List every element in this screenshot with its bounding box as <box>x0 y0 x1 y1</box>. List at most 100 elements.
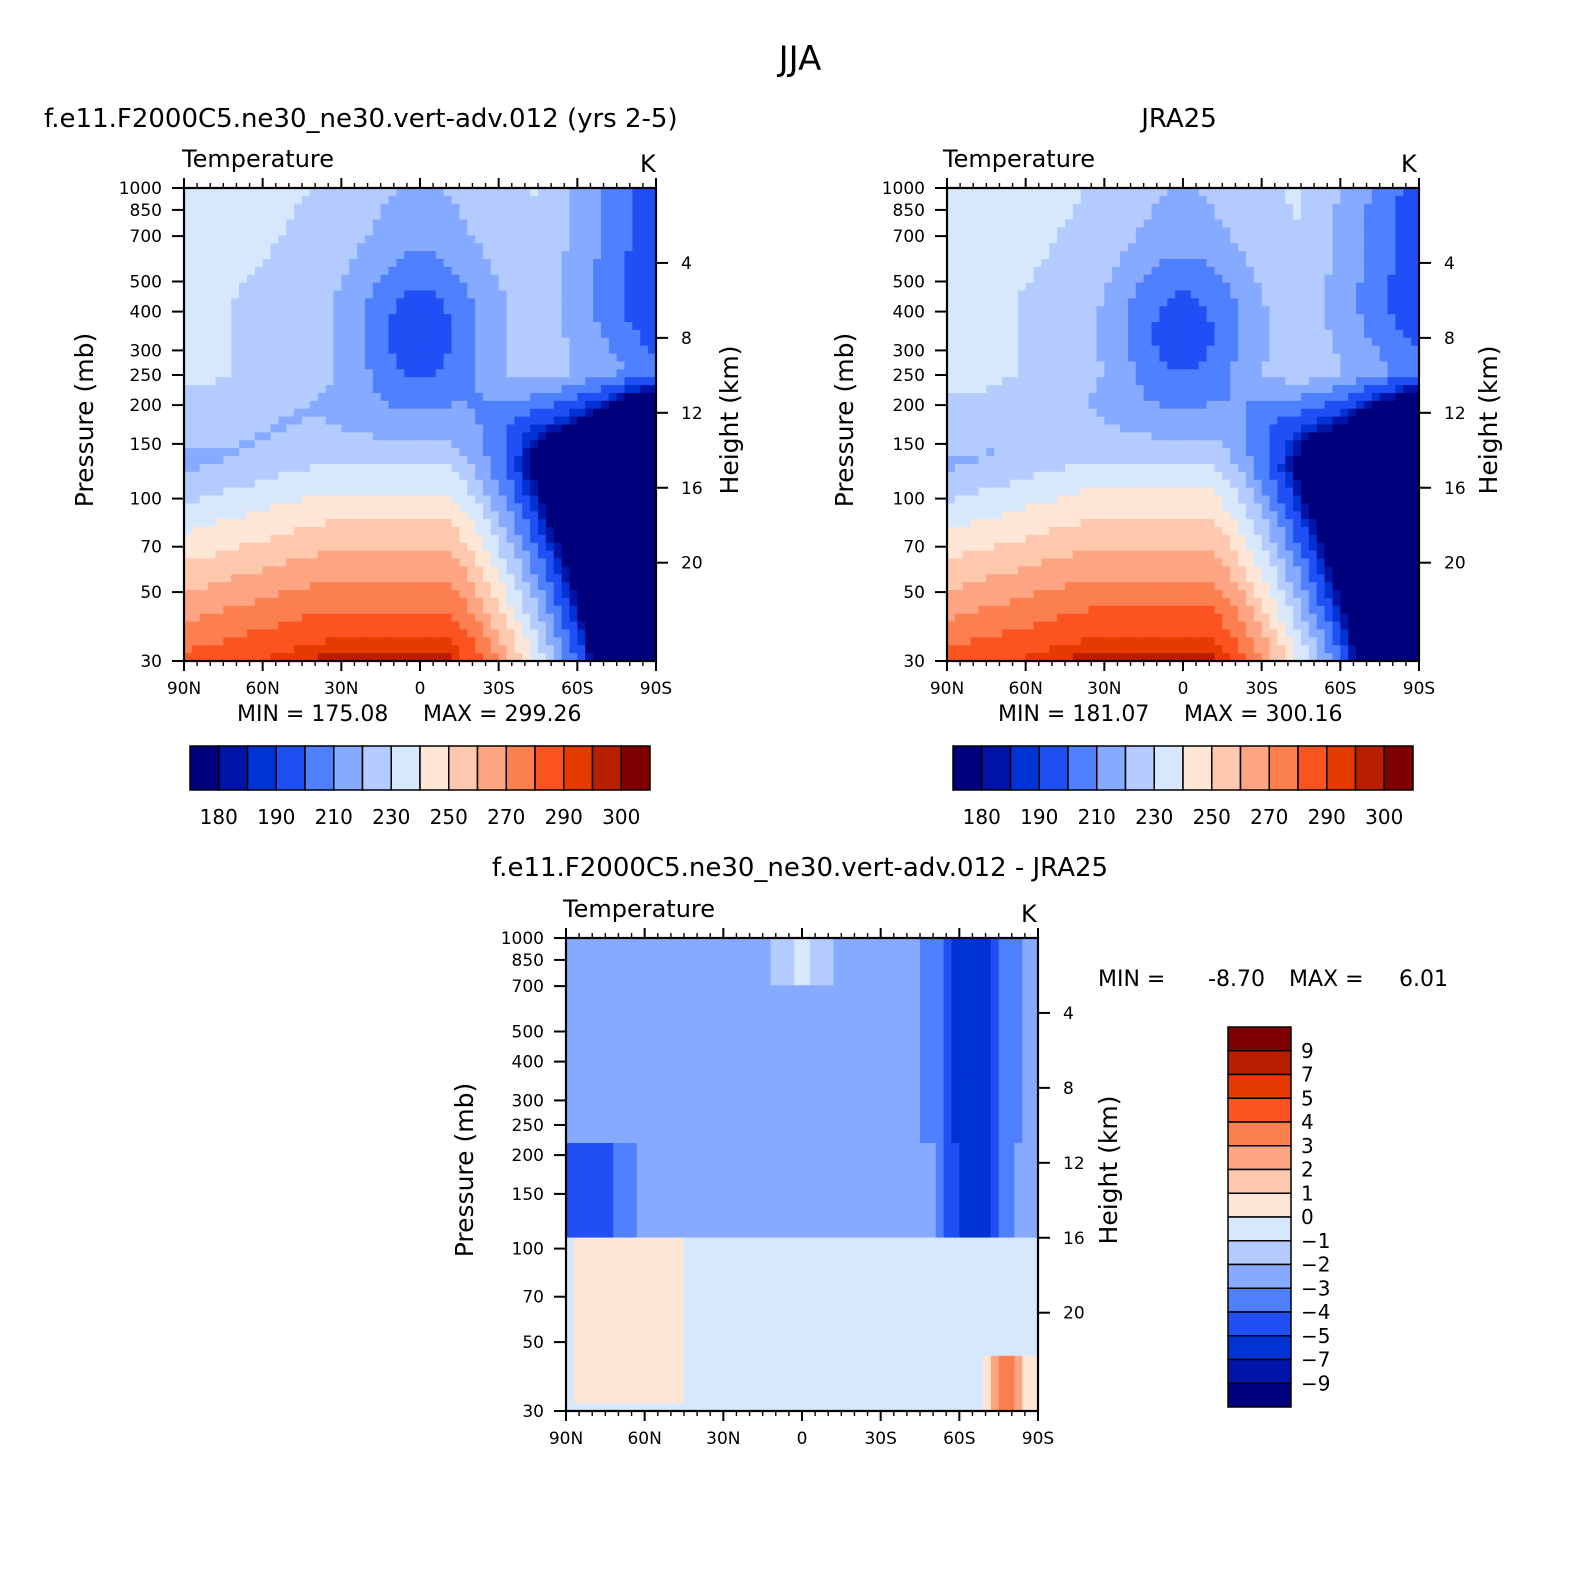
contour-cell <box>585 448 594 457</box>
contour-cell <box>349 290 358 299</box>
contour-cell <box>608 282 618 292</box>
contour-cell <box>1041 345 1050 355</box>
min-label: MIN = 175.08 <box>237 702 388 727</box>
contour-cell <box>498 203 508 213</box>
contour-cell <box>1072 243 1082 252</box>
contour-cell <box>325 645 335 654</box>
contour-cell <box>404 448 413 457</box>
contour-cell <box>1363 306 1373 315</box>
contour-cell <box>475 613 484 623</box>
contour-cell <box>1072 195 1082 205</box>
contour-cell <box>530 322 539 331</box>
contour-cell <box>475 582 484 591</box>
contour-cell <box>1214 290 1223 299</box>
contour-cell <box>577 424 586 433</box>
contour-cell <box>514 337 523 347</box>
contour-cell <box>254 337 264 347</box>
contour-cell <box>184 369 193 378</box>
contour-cell <box>404 582 413 591</box>
contour-cell <box>215 274 224 284</box>
contour-cell <box>1151 211 1160 221</box>
contour-cell <box>420 337 429 347</box>
contour-cell <box>585 526 594 536</box>
contour-cell <box>577 511 586 520</box>
contour-cell <box>404 298 413 307</box>
contour-cell <box>530 243 539 252</box>
contour-cell <box>427 219 437 229</box>
contour-cell <box>333 456 342 465</box>
contour-cell <box>184 400 193 410</box>
contour-cell <box>396 597 405 607</box>
contour-cell <box>608 605 618 615</box>
contour-cell <box>561 290 571 299</box>
contour-cell <box>1127 329 1137 339</box>
contour-cell <box>1135 258 1145 268</box>
contour-cell <box>585 195 594 205</box>
contour-cell <box>317 534 327 544</box>
contour-cell <box>262 645 272 654</box>
contour-cell <box>1371 266 1381 276</box>
colorbar-label: 250 <box>430 805 468 829</box>
contour-cell <box>349 566 358 575</box>
contour-cell <box>498 645 508 654</box>
contour-cell <box>553 211 563 221</box>
contour-cell <box>184 479 193 489</box>
contour-cell <box>569 432 578 441</box>
contour-cell <box>380 211 390 221</box>
contour-cell <box>600 290 610 299</box>
contour-cell <box>239 440 248 449</box>
contour-cell <box>270 479 279 489</box>
contour-cell <box>467 195 476 205</box>
contour-cell <box>1222 258 1231 268</box>
contour-cell <box>231 219 240 229</box>
contour-cell <box>498 597 508 607</box>
contour-cell <box>388 590 397 599</box>
contour-cell <box>184 574 193 583</box>
contour-cell <box>514 597 523 607</box>
contour-cell <box>640 219 649 229</box>
contour-cell <box>522 566 531 575</box>
contour-cell <box>482 416 492 426</box>
contour-cell <box>624 251 633 260</box>
contour-cell <box>1033 314 1042 323</box>
contour-cell <box>1088 290 1098 299</box>
contour-cell <box>1348 251 1357 260</box>
contour-cell <box>978 227 987 236</box>
contour-cell <box>294 629 303 638</box>
contour-cell <box>270 463 279 473</box>
contour-cell <box>954 219 964 229</box>
contour-cell <box>593 219 602 229</box>
contour-cell <box>1088 235 1098 244</box>
contour-cell <box>624 558 633 567</box>
contour-cell <box>530 597 539 607</box>
contour-cell <box>239 526 248 536</box>
contour-cell <box>254 290 264 299</box>
contour-cell <box>278 306 287 315</box>
contour-cell <box>459 597 468 607</box>
contour-cell <box>648 258 656 268</box>
contour-cell <box>538 258 547 268</box>
contour-cell <box>443 369 453 378</box>
contour-cell <box>1159 282 1168 292</box>
contour-cell <box>1159 219 1168 229</box>
contour-cell <box>325 353 335 363</box>
contour-cell <box>317 456 327 465</box>
contour-cell <box>262 282 272 292</box>
contour-cell <box>585 613 594 623</box>
contour-cell <box>1206 290 1216 299</box>
contour-cell <box>317 322 327 331</box>
contour-cell <box>538 322 547 331</box>
contour-cell <box>1411 258 1419 268</box>
contour-cell <box>648 361 656 370</box>
contour-cell <box>207 526 217 536</box>
contour-cell <box>640 392 649 402</box>
contour-cell <box>404 566 413 575</box>
contour-cell <box>451 637 460 646</box>
contour-cell <box>420 456 429 465</box>
contour-cell <box>1324 211 1334 221</box>
contour-cell <box>412 408 421 418</box>
contour-cell <box>286 424 295 433</box>
contour-cell <box>325 290 335 299</box>
contour-cell <box>490 266 500 276</box>
contour-cell <box>1175 227 1184 236</box>
